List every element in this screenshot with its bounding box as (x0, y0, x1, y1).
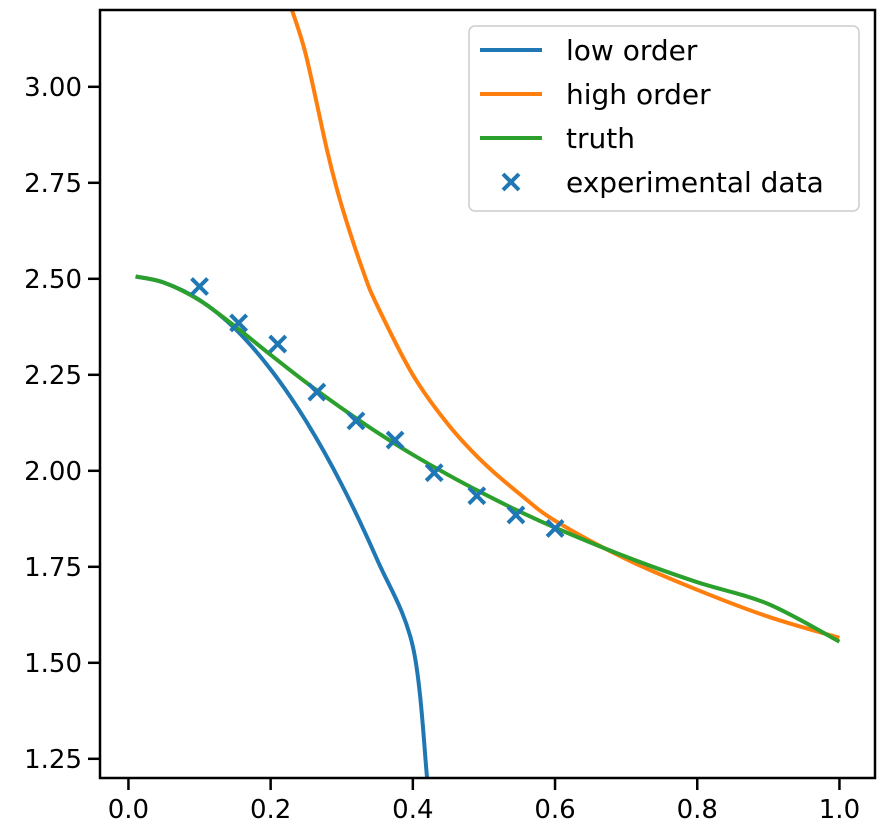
y-tick-label: 1.50 (24, 649, 82, 679)
data-point-experimental-data-stroke-b (268, 334, 288, 354)
legend-label-low-order: low order (566, 34, 698, 67)
data-point-experimental-data-stroke-b (506, 505, 526, 525)
x-tick-label: 0.8 (677, 795, 718, 825)
legend-label-experimental-data: experimental data (566, 166, 824, 199)
data-point-experimental-data-stroke-b (385, 430, 405, 450)
data-point-experimental-data-stroke-b (545, 518, 565, 538)
data-point-experimental-data-stroke-b (229, 313, 249, 333)
data-point-experimental-data-stroke-b (424, 463, 444, 483)
x-tick-label: 0.6 (534, 795, 575, 825)
data-point-experimental-data (506, 505, 526, 525)
series-line-high-order (290, 10, 840, 640)
data-point-experimental-data (229, 313, 249, 333)
data-point-experimental-data-stroke-b (346, 411, 366, 431)
ticks-layer: 0.0 0.2 0.4 0.6 0.8 1.0 1.25 1.50 1.75 2.00 2.25 2.… (24, 73, 860, 825)
data-point-experimental-data-stroke-b (467, 486, 487, 506)
x-tick-label: 0.4 (392, 795, 433, 825)
legend: low order high order truth experimental dat… (468, 25, 860, 212)
y-tick-label: 3.00 (24, 73, 82, 103)
plot-frame (98, 8, 877, 780)
series-layer (135, 10, 841, 778)
series-line-truth (135, 274, 841, 644)
legend-label-high-order: high order (566, 78, 711, 111)
data-point-experimental-data (268, 334, 288, 354)
x-tick-label: 0.2 (250, 795, 291, 825)
y-tick-label: 2.75 (24, 169, 82, 199)
data-point-experimental-data (346, 411, 366, 431)
y-tick-label: 2.25 (24, 361, 82, 391)
y-tick-label: 1.25 (24, 745, 82, 775)
x-tick-label: 1.0 (819, 795, 860, 825)
data-point-experimental-data (385, 430, 405, 450)
y-tick-label: 1.75 (24, 553, 82, 583)
data-point-experimental-data-stroke-b (307, 382, 327, 402)
legend-swatch-experimental-data-stroke-b (501, 172, 521, 192)
y-tick-label: 2.00 (24, 457, 82, 487)
data-point-experimental-data (307, 382, 327, 402)
x-tick-label: 0.0 (108, 795, 149, 825)
data-point-experimental-data-stroke-b (190, 277, 209, 296)
legend-box (468, 25, 860, 212)
legend-swatch-experimental-data (501, 172, 521, 192)
data-point-experimental-data (467, 486, 487, 506)
data-point-experimental-data (190, 277, 209, 296)
data-point-experimental-data (545, 518, 565, 538)
y-tick-label: 2.50 (24, 265, 82, 295)
legend-label-truth: truth (566, 122, 635, 155)
data-point-experimental-data (424, 463, 444, 483)
